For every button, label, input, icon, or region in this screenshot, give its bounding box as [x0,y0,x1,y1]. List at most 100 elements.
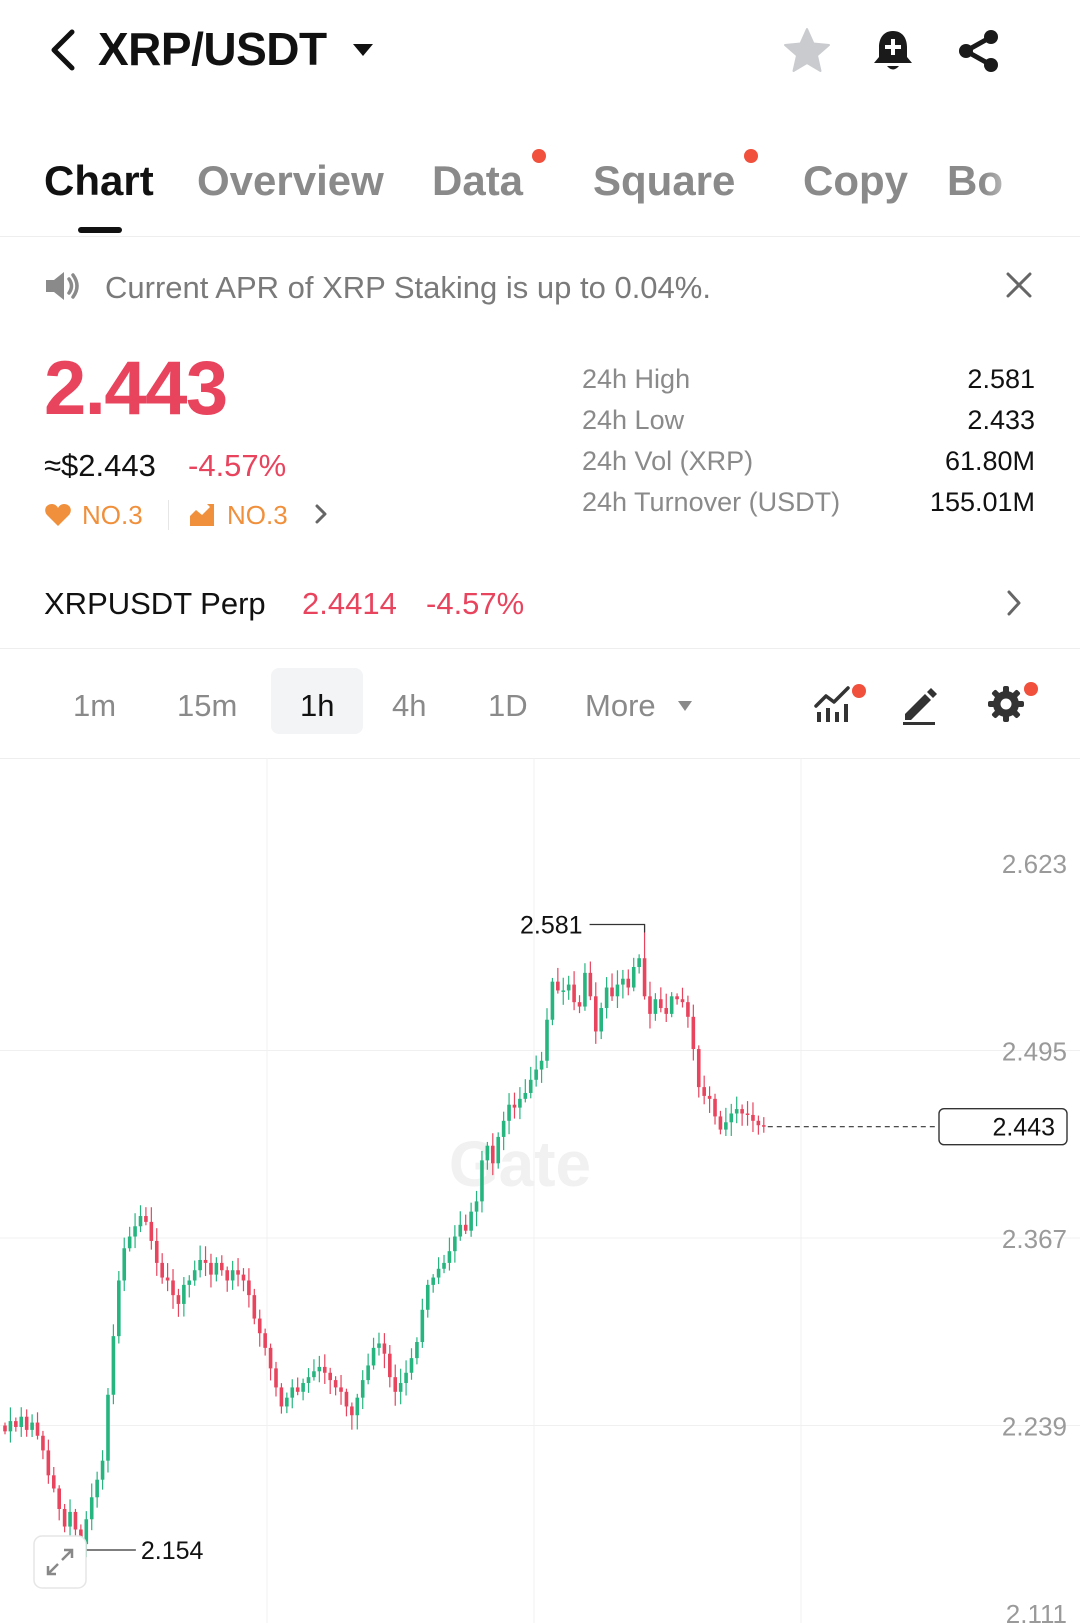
candle-body [556,981,560,991]
candle-body [144,1216,148,1222]
back-icon[interactable] [44,28,84,72]
candle-body [631,967,636,988]
high-marker-line [589,923,646,933]
stat-vol-label: 24h Vol (XRP) [582,446,754,476]
tab-chart[interactable]: Chart [44,157,154,204]
candlestick-chart[interactable]: Gate 2.623 2.495 2.367 2.239 2.111 2.581 2.154 2… [0,758,1080,1623]
candle-body [106,1394,110,1461]
candle-body [431,1277,435,1285]
y-tick-label: 2.623 [1002,849,1067,879]
candle-body [57,1488,61,1509]
candle-body [301,1383,305,1392]
candle-body [230,1270,235,1281]
candle-body [664,1008,669,1014]
candle-body [257,1318,262,1334]
candle-body [593,996,598,1032]
candle-body [561,990,566,992]
candle-body [198,1259,202,1271]
candle-body [214,1262,219,1275]
candle-body [642,958,647,997]
candle-body [534,1069,538,1080]
candle-body [312,1371,316,1378]
candle-body [415,1342,419,1359]
close-icon[interactable] [1004,270,1034,300]
bell-plus-icon[interactable] [868,26,918,76]
candle-body [523,1092,528,1099]
star-icon[interactable] [782,26,832,76]
candle-body [550,981,555,1020]
candle-body [675,996,679,1000]
announcement-bar[interactable]: Current APR of XRP Staking is up to 0.04… [0,256,1080,320]
candle-body [279,1387,284,1407]
candle-body [518,1098,522,1108]
candle-body [572,984,576,1003]
interval-1d[interactable]: 1D [488,688,528,723]
candle-body [691,1016,696,1050]
price-change-percent: -4.57% [188,448,287,483]
candle-body [474,1201,479,1212]
chevron-down-icon[interactable] [677,700,693,712]
indicators-notification-dot [852,684,866,698]
candle-body [268,1347,273,1369]
candle-body [507,1104,511,1121]
chevron-down-icon[interactable] [352,42,374,58]
candle-body [762,1125,766,1127]
candle-body [154,1240,159,1263]
candle-body [707,1095,712,1099]
candle-body [95,1479,99,1498]
candle-body [545,1019,549,1061]
indicators-icon[interactable] [812,682,856,726]
candle-body [100,1460,105,1480]
candle-body [51,1475,56,1489]
candle-body [702,1087,706,1096]
chevron-right-icon[interactable] [1004,588,1024,618]
candle-body [127,1236,132,1249]
candle-body [480,1160,484,1202]
tab-bots[interactable]: Bo [947,157,1003,204]
settings-gear-icon[interactable] [984,682,1028,726]
interval-bar: 1m 15m 1h 4h 1D More [0,668,1080,758]
candle-body [637,958,641,968]
interval-1m[interactable]: 1m [73,688,117,723]
candle-body [718,1116,723,1130]
candle-body [176,1295,181,1304]
candle-body [669,996,674,1014]
candle-body [68,1511,72,1527]
interval-4h[interactable]: 4h [392,688,427,723]
chevron-right-icon[interactable] [313,502,329,526]
candle-body [745,1113,750,1115]
share-icon[interactable] [954,26,1004,76]
perp-name[interactable]: XRPUSDT Perp [44,586,266,621]
rank-gainers[interactable]: NO.3 [227,500,288,530]
pair-title[interactable]: XRP/USDT [98,23,327,75]
candle-body [648,996,652,1014]
fiat-price: ≈$2.443 [44,448,156,483]
tab-square[interactable]: Square [593,157,736,204]
candle-body [73,1511,78,1530]
candle-body [599,1008,603,1032]
draw-pencil-icon[interactable] [897,682,941,726]
stat-high-label: 24h High [582,364,691,394]
tab-copy[interactable]: Copy [803,157,908,204]
y-tick-label: 2.239 [1002,1412,1067,1442]
tab-data[interactable]: Data [432,157,524,204]
interval-1h[interactable]: 1h [300,688,335,723]
candle-body [425,1284,430,1310]
tab-square-notification-dot [744,149,758,163]
candle-body [626,978,631,988]
candle-body [247,1280,251,1296]
candle-body [388,1353,392,1378]
fullscreen-button[interactable] [33,1535,87,1589]
tab-overview[interactable]: Overview [197,157,384,204]
candle-body [588,972,593,997]
candle-body [583,972,587,1007]
last-price-tag [938,1107,1068,1146]
candle-body [149,1221,154,1241]
rank-popularity[interactable]: NO.3 [82,500,143,530]
candle-body [604,987,609,1009]
interval-more[interactable]: More [585,688,656,723]
candle-body [203,1259,208,1263]
chart-canvas[interactable]: Gate 2.623 2.495 2.367 2.239 2.111 2.581 2.154 2… [0,758,1080,1623]
interval-15m[interactable]: 15m [177,688,238,723]
candle-body [182,1284,186,1304]
